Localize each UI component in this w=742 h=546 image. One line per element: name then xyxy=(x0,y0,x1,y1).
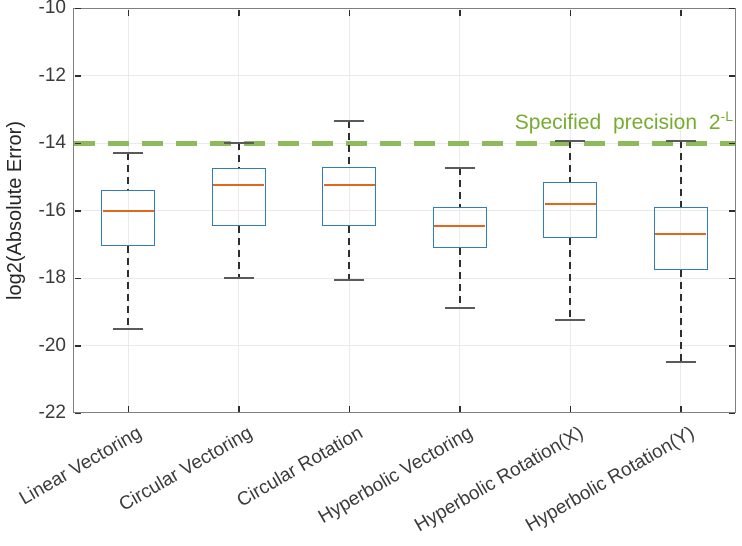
y-tick-label: -16 xyxy=(38,199,66,221)
gridline-horizontal xyxy=(74,345,735,346)
precision-annotation: Specified precision 2-L xyxy=(515,108,733,135)
x-axis-tick-bottom xyxy=(569,405,571,412)
lower-whisker xyxy=(237,225,240,278)
y-axis-tick xyxy=(74,412,81,414)
y-tick-label: -18 xyxy=(38,267,66,288)
gridline-horizontal xyxy=(74,75,735,76)
gridline-vertical xyxy=(238,9,240,412)
box-rect xyxy=(653,207,708,270)
y-axis-tick-right xyxy=(728,7,735,9)
y-axis-tick-right xyxy=(728,345,735,347)
lower-whisker xyxy=(348,225,351,280)
y-axis-tick-right xyxy=(728,142,735,144)
lower-whisker-cap xyxy=(334,278,365,281)
y-axis-tick-right xyxy=(728,412,735,414)
x-axis-tick-top xyxy=(127,9,129,16)
x-axis-tick-top xyxy=(459,9,461,16)
median-line xyxy=(213,184,265,187)
median-line xyxy=(323,184,375,187)
median-line xyxy=(102,209,154,212)
upper-whisker-cap xyxy=(334,120,365,123)
box-rect xyxy=(101,190,156,246)
upper-whisker xyxy=(127,153,130,191)
gridline-horizontal xyxy=(74,277,735,279)
box-rect xyxy=(211,168,266,226)
lower-whisker xyxy=(569,237,572,321)
y-axis-tick xyxy=(74,142,81,144)
upper-whisker xyxy=(458,168,461,208)
upper-whisker xyxy=(348,121,351,167)
y-axis-label: log2(Absolute Error) xyxy=(4,121,26,300)
y-tick-label: -20 xyxy=(38,334,66,356)
gridline-vertical xyxy=(569,9,571,412)
upper-whisker-cap xyxy=(444,167,475,170)
y-tick-label: -22 xyxy=(38,402,66,423)
upper-whisker xyxy=(569,141,572,182)
box-rect xyxy=(432,207,487,248)
gridline-vertical xyxy=(680,9,682,412)
x-axis-tick-bottom xyxy=(348,405,350,412)
upper-whisker xyxy=(679,141,682,208)
gridline-horizontal xyxy=(74,210,735,211)
lower-whisker-cap xyxy=(444,307,475,310)
y-axis-tick xyxy=(74,345,81,347)
annotation-text: Specified precision 2 xyxy=(514,111,721,134)
annotation-superscript: -L xyxy=(720,108,733,124)
median-line xyxy=(655,233,707,236)
upper-whisker-cap xyxy=(113,152,144,155)
x-axis-tick-top xyxy=(348,9,350,16)
x-axis-tick-bottom xyxy=(459,405,461,412)
lower-whisker-cap xyxy=(665,361,696,364)
y-axis-tick-right xyxy=(728,75,735,77)
specified-precision-line xyxy=(74,140,735,146)
lower-whisker-cap xyxy=(555,319,586,322)
gridline-vertical xyxy=(348,9,350,412)
x-axis-tick-top xyxy=(238,9,240,16)
lower-whisker xyxy=(127,245,130,329)
y-tick-label: -12 xyxy=(38,64,66,86)
lower-whisker xyxy=(679,269,682,363)
lower-whisker-cap xyxy=(113,327,144,330)
y-tick-label: -14 xyxy=(38,132,66,153)
x-axis-tick-top xyxy=(569,9,571,16)
box-rect xyxy=(322,166,377,226)
y-axis-tick xyxy=(74,210,81,212)
upper-whisker-cap xyxy=(555,140,586,143)
median-line xyxy=(434,224,486,227)
upper-whisker xyxy=(237,143,240,169)
median-line xyxy=(544,202,596,205)
x-axis-tick-bottom xyxy=(238,405,240,412)
y-axis-tick xyxy=(74,75,81,77)
y-tick-label: -10 xyxy=(38,0,66,18)
x-axis-tick-bottom xyxy=(127,405,129,412)
y-axis-tick-right xyxy=(728,277,735,279)
upper-whisker-cap xyxy=(223,142,254,144)
y-axis-tick xyxy=(74,277,81,279)
upper-whisker-cap xyxy=(665,140,696,143)
y-axis-tick-right xyxy=(728,210,735,212)
box-rect xyxy=(543,181,598,238)
y-axis-tick xyxy=(74,7,81,9)
x-axis-tick-top xyxy=(680,9,682,16)
x-axis-tick-bottom xyxy=(680,405,682,412)
lower-whisker xyxy=(458,247,461,309)
lower-whisker-cap xyxy=(223,277,254,279)
gridline-vertical xyxy=(459,9,461,412)
